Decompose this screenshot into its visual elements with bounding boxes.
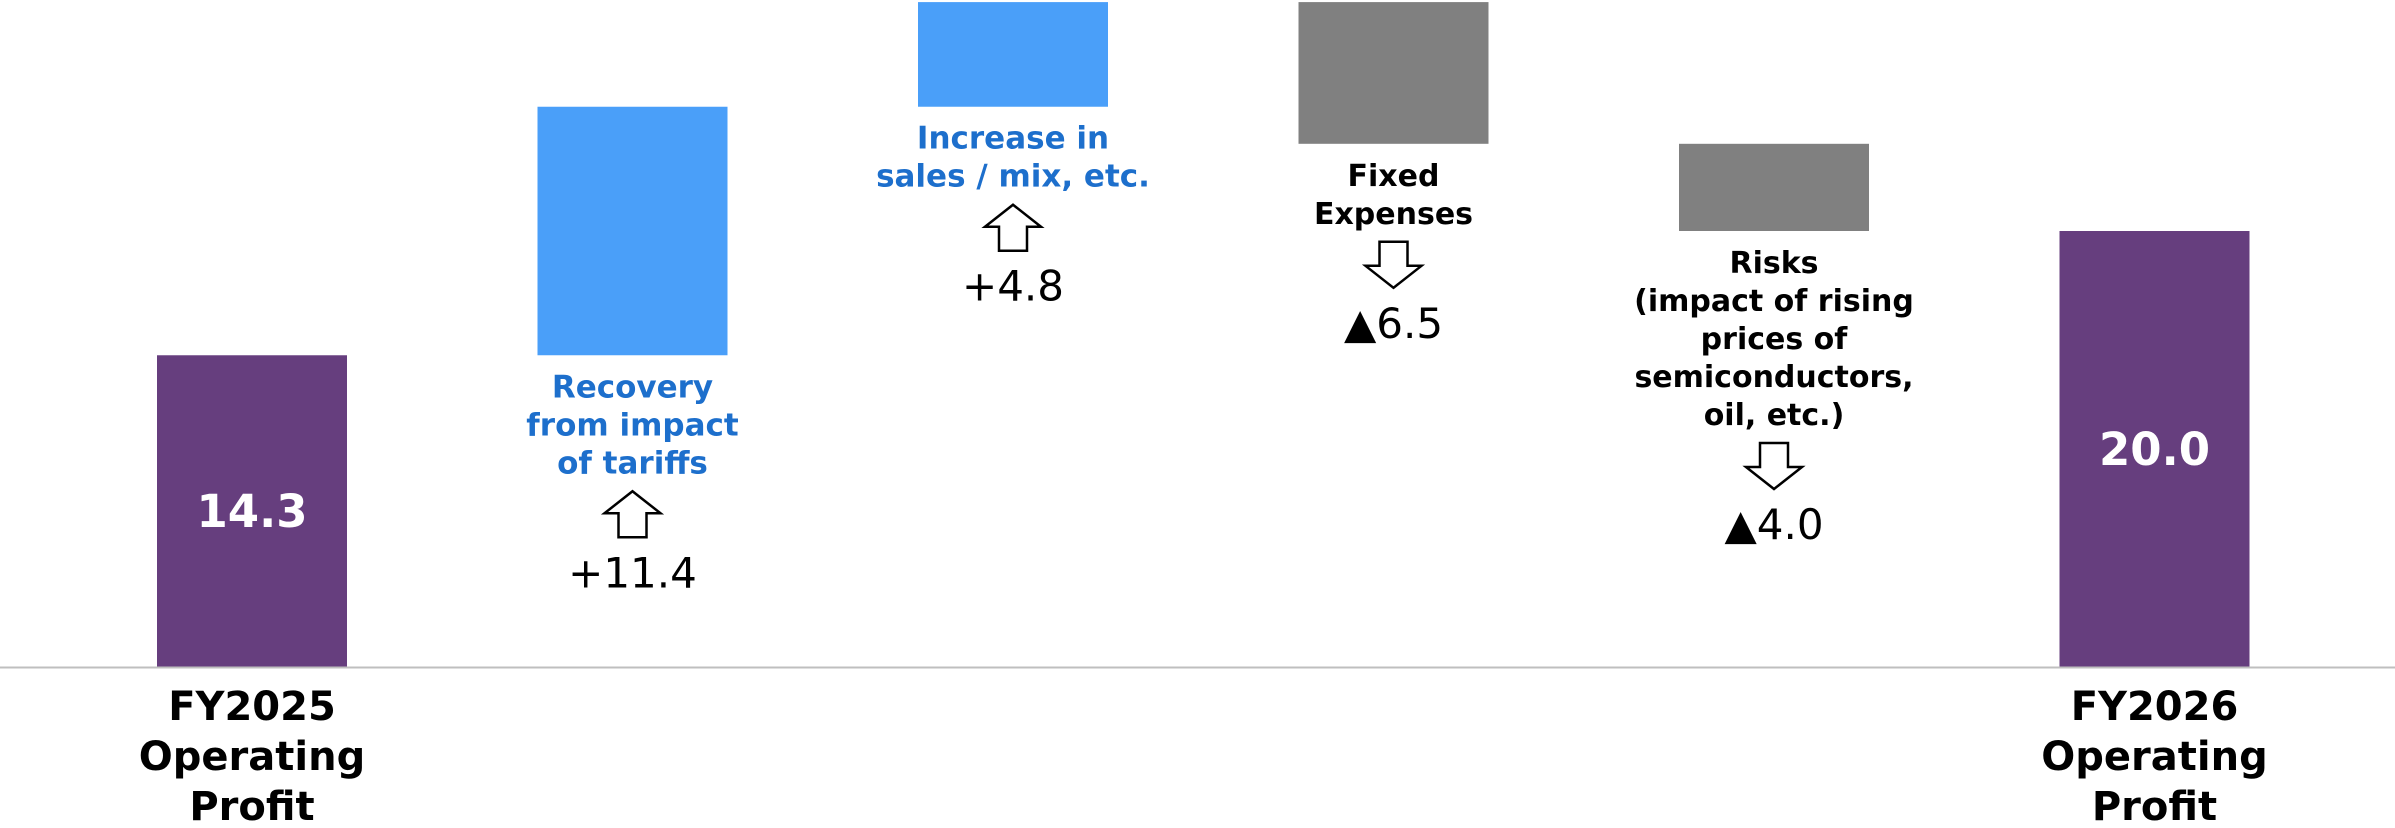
step-label: of tariffs [557,445,708,481]
category-label: FY2025 [168,684,336,730]
step-label: Recovery [552,369,713,405]
category-label: Operating [2041,734,2267,780]
delta-value-label: ▲4.0 [1724,500,1823,549]
bar-total [157,355,347,667]
bar-increase [537,106,728,356]
step-label: oil, etc.) [1704,398,1845,433]
bar-decrease [1298,2,1489,144]
delta-value-label: +11.4 [568,548,697,597]
step-label: sales / mix, etc. [876,159,1150,195]
bar-total [2059,231,2250,667]
bar-decrease [1679,143,1869,231]
arrows-layer [600,203,1806,539]
category-label: Profit [2092,784,2217,828]
step-label: Expenses [1314,197,1473,232]
down-arrow-icon [1742,441,1806,491]
up-arrow-icon [600,489,665,539]
category-label: Profit [189,784,314,828]
step-label: (impact of rising [1634,284,1914,319]
bar-value-label: 20.0 [2099,423,2210,476]
step-label: Increase in [917,121,1109,157]
up-arrow-icon [981,203,1045,252]
step-label: semiconductors, [1634,360,1913,395]
step-label: Fixed [1348,159,1440,194]
delta-value-label: +4.8 [962,262,1064,311]
step-label: from impact [526,407,739,443]
category-label: FY2026 [2071,684,2239,730]
delta-value-label: ▲6.5 [1344,299,1443,348]
down-arrow-icon [1361,240,1426,290]
bar-increase [918,2,1108,107]
step-label: prices of [1701,322,1849,357]
bar-value-label: 14.3 [196,485,307,538]
category-label: Operating [139,734,365,780]
bars-layer [157,2,2250,667]
step-label: Risks [1729,246,1818,281]
